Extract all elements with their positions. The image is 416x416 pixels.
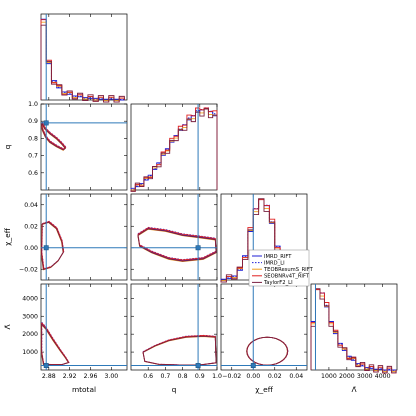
y-axis-label: q [3, 144, 12, 149]
panel-frame [220, 283, 308, 371]
panel-chi_eff-vs-q [130, 193, 218, 281]
y-tick-label: 0.8 [28, 135, 38, 142]
y-tick-label: 4000 [22, 295, 38, 302]
x-tick-label: 4000 [375, 373, 391, 380]
injected-marker [195, 363, 201, 368]
legend-entry: TEOBResumS_RIFT [263, 267, 314, 273]
histogram-TaylorF2_LI [40, 24, 125, 103]
x-tick-label: 0.02 [268, 373, 282, 380]
panel-q-vs-q [130, 103, 218, 192]
x-tick-label: 2.96 [84, 373, 98, 380]
y-tick-label: 3000 [22, 313, 38, 320]
contour-TaylorF2_LI [142, 335, 217, 366]
x-tick-label: 2.92 [63, 373, 77, 380]
x-axis-label: mtotal [72, 385, 96, 394]
contour-TaylorF2_LI [40, 123, 66, 151]
y-axis-label: Λ̃ [3, 324, 12, 329]
y-axis-label: χ_eff [3, 227, 12, 246]
y-tick-label: 0.00 [24, 245, 38, 252]
panel-chi_eff-vs-mtotal: −0.02 0.00 0.02 0.04 χ_eff [3, 193, 128, 281]
legend: IMRD_RIFTIMRD_LITEOBResumS_RIFTSEOBNRv4T… [248, 249, 314, 287]
x-tick-label: 3.00 [104, 373, 118, 380]
panel-lambda_tilde-vs-lambda_tilde: 1000 2000 3000 4000 Λ̃ [310, 283, 398, 394]
contour-TaylorF2_LI [40, 323, 70, 366]
panel-frame [40, 103, 128, 191]
panel-frame [130, 283, 218, 371]
panel-frame [130, 103, 218, 191]
y-tick-label: 1.0 [28, 101, 38, 108]
histogram-TaylorF2_LI [130, 108, 218, 192]
legend-entry: TaylorF2_LI [263, 280, 293, 286]
x-tick-label: 1.0 [212, 373, 222, 380]
x-tick-label: 0.00 [246, 373, 260, 380]
y-tick-label: 0.04 [24, 202, 38, 209]
x-tick-label: 0.8 [178, 373, 188, 380]
y-tick-label: 0.7 [28, 153, 38, 160]
panel-frame [310, 283, 398, 371]
y-tick-label: 2000 [22, 331, 38, 338]
legend-entry: IMRD_LI [264, 260, 285, 266]
x-tick-label: −0.02 [222, 373, 241, 380]
panel-lambda_tilde-vs-mtotal: 2.88 2.92 2.96 3.00 mtotal 1000 2000 3000 4000 Λ̃ [3, 283, 128, 394]
panel-lambda_tilde-vs-chi_eff: −0.02 0.00 0.02 0.04 χ_eff [220, 283, 308, 394]
x-tick-label: 0.7 [160, 373, 170, 380]
injected-marker [43, 120, 49, 126]
x-tick-label: 0.04 [289, 373, 303, 380]
x-tick-label: 3000 [357, 373, 373, 380]
x-tick-label: 2.88 [42, 373, 56, 380]
x-axis-label: Λ̃ [351, 385, 356, 394]
x-tick-label: 0.9 [195, 373, 205, 380]
y-tick-label: 0.02 [24, 223, 38, 230]
injected-marker [195, 245, 201, 251]
panels: 0.6 0.7 0.8 0.9 1.0 q −0.02 0.00 0.02 0.04 χ_eff 2.… [3, 13, 398, 394]
legend-entry: SEOBNRv4T_RIFT [264, 274, 310, 280]
contour-TaylorF2_LI [137, 228, 217, 262]
y-tick-label: 0.9 [28, 118, 38, 125]
panel-frame [40, 193, 128, 281]
x-tick-label: 2000 [339, 373, 355, 380]
y-tick-label: −0.02 [19, 266, 38, 273]
y-tick-label: 1000 [22, 349, 38, 356]
panel-q-vs-mtotal: 0.6 0.7 0.8 0.9 1.0 q [3, 101, 128, 191]
x-tick-label: 0.6 [143, 373, 153, 380]
contour-TaylorF2_LI [246, 336, 288, 366]
x-axis-label: q [172, 385, 177, 394]
histogram-TaylorF2_LI [310, 288, 397, 374]
panel-mtotal-vs-mtotal [40, 13, 128, 103]
injected-marker [250, 363, 256, 368]
legend-entry: IMRD_RIFT [264, 254, 292, 260]
x-axis-label: χ_eff [255, 385, 274, 394]
y-tick-label: 0.6 [28, 170, 38, 177]
contour-TaylorF2_LI [40, 221, 64, 271]
injected-marker [43, 363, 49, 368]
panel-frame [40, 283, 128, 371]
contour-SEOBNRv4T_RIFT [41, 122, 67, 150]
panel-lambda_tilde-vs-q: 0.6 0.7 0.8 0.9 1.0 q [130, 283, 222, 394]
x-tick-label: 1000 [321, 373, 337, 380]
panel-frame [40, 13, 128, 101]
injected-marker [43, 245, 49, 251]
